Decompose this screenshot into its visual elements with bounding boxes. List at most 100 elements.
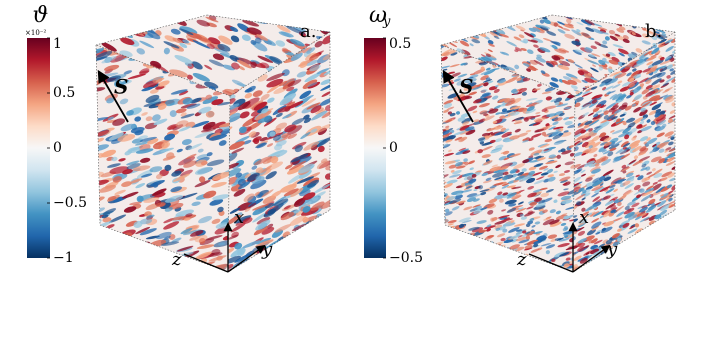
field-blob xyxy=(301,235,314,243)
field-blob xyxy=(444,257,454,262)
field-blob xyxy=(254,262,267,273)
field-blob xyxy=(581,12,590,18)
field-blob xyxy=(631,242,638,248)
field-blob xyxy=(632,13,642,19)
field-blob xyxy=(649,233,660,240)
field-blob xyxy=(102,13,116,24)
field-blob xyxy=(458,238,467,242)
field-blob xyxy=(476,263,488,269)
field-blob xyxy=(123,240,143,248)
field-blob xyxy=(634,16,642,22)
field-blob xyxy=(305,242,315,248)
field-blob xyxy=(292,237,306,249)
field-blob xyxy=(132,259,152,271)
field-blob xyxy=(661,228,667,234)
field-blob xyxy=(465,242,470,247)
field-blob xyxy=(451,32,464,38)
field-blob xyxy=(94,253,103,260)
field-blob xyxy=(256,260,269,269)
field-blob xyxy=(449,258,459,263)
field-blob xyxy=(466,240,479,248)
field-blob xyxy=(466,27,474,32)
field-blob xyxy=(313,218,332,232)
field-blob xyxy=(111,247,125,257)
field-blob xyxy=(143,258,162,268)
field-blob xyxy=(122,243,141,250)
field-blob xyxy=(270,252,284,262)
field-blob xyxy=(598,267,608,274)
field-blob xyxy=(112,236,130,246)
field-blob xyxy=(492,245,499,251)
field-blob xyxy=(519,12,529,19)
field-blob xyxy=(610,262,623,271)
field-blob xyxy=(90,233,102,241)
field-blob xyxy=(304,256,321,270)
field-blob xyxy=(311,229,325,240)
field-blob xyxy=(474,259,485,265)
field-blob xyxy=(632,265,643,272)
field-blob xyxy=(465,241,474,246)
field-blob xyxy=(100,253,115,261)
colorbar-label: ϑ xyxy=(33,3,49,28)
field-blob xyxy=(439,246,449,254)
field-blob xyxy=(289,263,298,271)
field-blob xyxy=(120,19,128,25)
field-blob xyxy=(108,16,124,29)
field-blob xyxy=(302,231,312,239)
field-blob xyxy=(651,251,661,258)
field-blob xyxy=(153,13,166,23)
field-blob xyxy=(463,26,476,34)
field-blob xyxy=(467,259,479,266)
field-blob xyxy=(502,18,508,22)
field-blob xyxy=(658,233,665,238)
field-blob xyxy=(463,245,468,249)
colorbar-label-sub: y xyxy=(382,15,391,30)
field-blob xyxy=(89,265,109,274)
field-blob xyxy=(486,244,496,251)
field-blob xyxy=(632,257,644,264)
field-blob xyxy=(450,31,458,38)
field-blob xyxy=(621,268,625,271)
field-blob xyxy=(492,270,497,273)
field-blob xyxy=(301,254,312,264)
field-blob xyxy=(87,231,106,242)
field-blob xyxy=(480,18,486,23)
field-blob xyxy=(648,227,659,236)
field-blob xyxy=(288,238,304,249)
field-blob xyxy=(660,260,671,267)
field-blob xyxy=(661,262,673,271)
field-blob xyxy=(447,28,458,34)
field-blob xyxy=(111,238,127,249)
field-blob xyxy=(458,261,464,265)
field-blob xyxy=(98,29,113,38)
field-blob xyxy=(670,265,678,270)
field-blob xyxy=(473,243,482,250)
field-blob xyxy=(653,227,664,235)
field-blob xyxy=(510,267,515,271)
field-blob xyxy=(117,14,134,25)
field-blob xyxy=(321,244,335,254)
colorbar-tick-label: 0.5 xyxy=(389,36,411,52)
field-blob xyxy=(455,247,463,253)
field-blob xyxy=(493,250,504,257)
field-blob xyxy=(475,242,481,245)
field-blob xyxy=(638,238,645,244)
field-blob xyxy=(652,268,658,274)
field-blob xyxy=(454,32,461,38)
field-blob xyxy=(459,249,465,254)
field-blob xyxy=(101,254,115,263)
field-blob xyxy=(281,257,300,271)
field-blob xyxy=(467,242,477,246)
field-blob xyxy=(591,267,600,275)
field-blob xyxy=(261,262,269,269)
field-blob xyxy=(258,259,274,270)
field-blob xyxy=(122,254,143,266)
field-blob xyxy=(445,241,458,248)
field-blob xyxy=(501,20,512,27)
field-blob xyxy=(129,16,143,26)
field-blob xyxy=(293,231,311,243)
field-blob xyxy=(483,269,495,275)
field-blob xyxy=(469,261,479,266)
field-blob xyxy=(654,259,663,267)
field-blob xyxy=(655,224,661,229)
